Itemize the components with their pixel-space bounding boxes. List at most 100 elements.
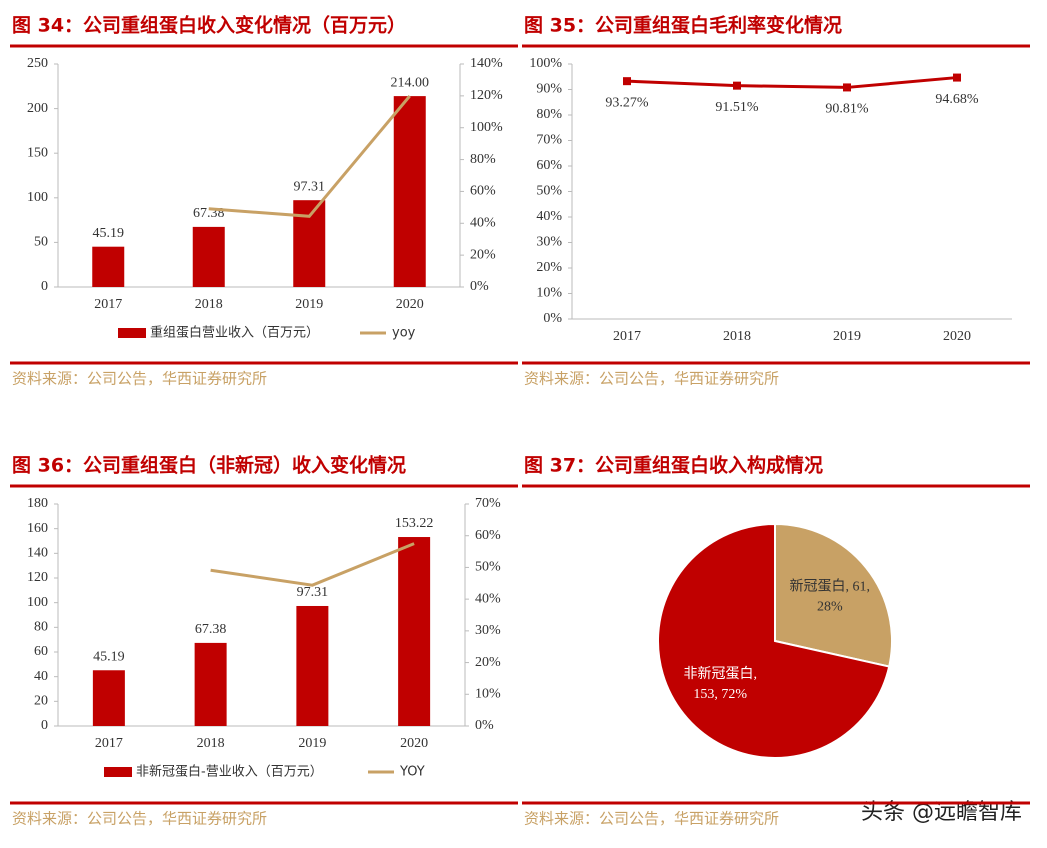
x-tick-label: 2017 [95, 736, 123, 751]
y2-tick-label: 30% [475, 623, 501, 638]
y-tick-label: 150 [27, 145, 48, 160]
line [208, 95, 411, 218]
source: 资料来源：公司公告，华西证券研究所 [12, 810, 267, 828]
legend-label: yoy [392, 326, 416, 341]
value-label: 45.19 [93, 649, 125, 664]
bar [398, 537, 431, 726]
y2-tick-label: 70% [475, 496, 501, 511]
y-tick-label: 40% [536, 209, 562, 224]
y-tick-label: 0 [41, 718, 48, 733]
y2-tick-label: 0% [470, 279, 489, 294]
y-tick-label: 60% [536, 158, 562, 173]
chart-title: 图 34：公司重组蛋白收入变化情况（百万元） [12, 14, 406, 37]
y-tick-label: 100% [529, 56, 562, 71]
y-tick-label: 160 [27, 521, 48, 536]
y2-tick-label: 80% [470, 152, 496, 167]
x-tick-label: 2018 [197, 736, 225, 751]
bar [92, 670, 125, 726]
y-tick-label: 250 [27, 56, 48, 71]
line [626, 76, 958, 89]
y2-tick-label: 140% [470, 56, 503, 71]
source: 资料来源：公司公告，华西证券研究所 [524, 810, 779, 828]
x-tick-label: 2019 [298, 736, 326, 751]
y-tick-label: 50% [536, 184, 562, 199]
pie-slice [657, 522, 891, 759]
source: 资料来源：公司公告，华西证券研究所 [524, 370, 779, 388]
legend-swatch [118, 328, 146, 338]
y2-tick-label: 120% [470, 88, 503, 103]
y2-tick-label: 50% [475, 560, 501, 575]
y-tick-label: 50 [34, 235, 48, 250]
value-label: 214.00 [391, 75, 430, 90]
x-tick-label: 2019 [833, 329, 861, 344]
chart-title: 图 35：公司重组蛋白毛利率变化情况 [524, 14, 842, 37]
bar [194, 642, 227, 726]
y-tick-label: 10% [536, 286, 562, 301]
bar [192, 226, 225, 287]
y-tick-label: 0% [543, 311, 562, 326]
x-tick-label: 2020 [400, 736, 428, 751]
y2-tick-label: 60% [475, 528, 501, 543]
point [953, 73, 961, 82]
x-tick-label: 2020 [396, 297, 424, 312]
x-tick-label: 2017 [94, 297, 122, 312]
y-tick-label: 20 [34, 694, 48, 709]
chart-title: 图 37：公司重组蛋白收入构成情况 [524, 454, 823, 477]
y-tick-label: 90% [536, 82, 562, 97]
point [843, 83, 851, 92]
y-tick-label: 0 [41, 279, 48, 294]
y-tick-label: 30% [536, 235, 562, 250]
y2-tick-label: 100% [470, 120, 503, 135]
x-tick-label: 2018 [723, 329, 751, 344]
bar [92, 246, 125, 287]
point [623, 77, 631, 86]
x-tick-label: 2017 [613, 329, 641, 344]
y-tick-label: 100 [27, 190, 48, 205]
data-label: 153, 72% [693, 687, 747, 702]
y-tick-label: 20% [536, 260, 562, 275]
data-label: 新冠蛋白, 61, [790, 578, 871, 594]
y2-tick-label: 20% [470, 247, 496, 262]
source: 资料来源：公司公告，华西证券研究所 [12, 370, 267, 388]
y-tick-label: 80 [34, 620, 48, 635]
value-label: 93.27% [605, 95, 649, 110]
value-label: 45.19 [93, 226, 125, 241]
legend-swatch [104, 767, 132, 777]
y-tick-label: 70% [536, 133, 562, 148]
data-label: 28% [817, 599, 843, 614]
y-tick-label: 120 [27, 570, 48, 585]
y2-tick-label: 40% [475, 591, 501, 606]
y-tick-label: 40 [34, 669, 48, 684]
value-label: 97.31 [297, 585, 329, 600]
value-label: 94.68% [935, 92, 979, 107]
value-label: 90.81% [825, 102, 869, 117]
legend-label: 重组蛋白营业收入（百万元） [150, 325, 319, 341]
value-label: 67.38 [195, 622, 227, 637]
data-label: 非新冠蛋白, [683, 666, 757, 682]
chart-title: 图 36：公司重组蛋白（非新冠）收入变化情况 [12, 454, 406, 477]
value-label: 91.51% [715, 100, 759, 115]
x-tick-label: 2019 [295, 297, 323, 312]
pie-slice [774, 522, 893, 668]
value-label: 153.22 [395, 516, 434, 531]
point [733, 81, 741, 90]
value-label: 97.31 [294, 179, 326, 194]
legend-label: 非新冠蛋白-营业收入（百万元） [136, 764, 323, 780]
bar [296, 605, 329, 726]
y-tick-label: 200 [27, 101, 48, 116]
y2-tick-label: 40% [470, 216, 496, 231]
y-tick-label: 140 [27, 546, 48, 561]
bar [293, 200, 326, 287]
y-tick-label: 60 [34, 644, 48, 659]
y2-tick-label: 20% [475, 655, 501, 670]
bar [393, 96, 426, 287]
y-tick-label: 100 [27, 595, 48, 610]
line [210, 542, 415, 587]
x-tick-label: 2018 [195, 297, 223, 312]
y2-tick-label: 10% [475, 687, 501, 702]
y2-tick-label: 60% [470, 184, 496, 199]
legend-label: YOY [399, 765, 425, 780]
y-tick-label: 180 [27, 496, 48, 511]
